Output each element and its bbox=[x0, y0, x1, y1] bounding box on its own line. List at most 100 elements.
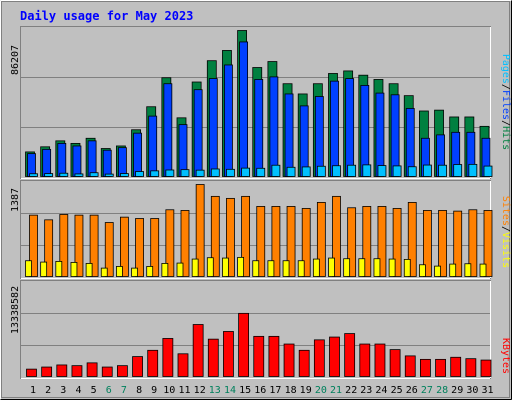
legend-entry: Hits bbox=[500, 126, 511, 150]
bar-sites-day-6 bbox=[104, 222, 114, 277]
x-tick-label-day-26: 26 bbox=[406, 385, 418, 396]
bar-kbytes-day-12 bbox=[192, 324, 204, 377]
legend-bottom: KBytes bbox=[500, 338, 511, 374]
bar-visits-day-22 bbox=[343, 258, 351, 277]
bar-files-day-12 bbox=[193, 89, 203, 177]
bar-sites-day-20 bbox=[316, 202, 326, 277]
bar-kbytes-day-24 bbox=[374, 343, 386, 377]
bar-sites-day-7 bbox=[120, 216, 129, 277]
x-tick-label-day-9: 9 bbox=[151, 385, 157, 396]
max-label-top: 86207 bbox=[10, 45, 21, 75]
bar-sites-day-30 bbox=[468, 209, 478, 277]
bar-pages-day-24 bbox=[377, 165, 387, 177]
bar-sites-day-4 bbox=[74, 214, 84, 277]
bar-sites-day-22 bbox=[347, 207, 357, 277]
x-tick-label-day-7: 7 bbox=[121, 385, 127, 396]
bar-kbytes-day-7 bbox=[117, 365, 128, 377]
bar-pages-day-28 bbox=[438, 164, 447, 177]
legend-entry: Pages bbox=[500, 54, 511, 84]
bar-files-day-16 bbox=[254, 79, 264, 177]
bar-pages-day-14 bbox=[226, 168, 235, 177]
bar-files-day-10 bbox=[163, 83, 173, 177]
x-tick-label-day-14: 14 bbox=[224, 385, 236, 396]
x-tick-label-day-11: 11 bbox=[178, 385, 190, 396]
x-tick-label-day-10: 10 bbox=[163, 385, 175, 396]
x-tick-label-day-18: 18 bbox=[285, 385, 297, 396]
bar-sites-day-27 bbox=[422, 210, 432, 277]
bar-pages-day-22 bbox=[347, 164, 357, 177]
bar-kbytes-day-20 bbox=[313, 339, 325, 377]
bar-sites-day-2 bbox=[44, 219, 54, 277]
bar-pages-day-17 bbox=[271, 164, 281, 177]
legend-middle: Sites/Visits bbox=[500, 196, 511, 268]
bar-kbytes-day-4 bbox=[71, 365, 83, 377]
bar-sites-day-28 bbox=[438, 210, 447, 277]
bar-files-day-2 bbox=[42, 148, 52, 177]
bar-files-day-13 bbox=[208, 78, 218, 177]
bar-pages-day-2 bbox=[44, 173, 54, 177]
x-tick-label-day-19: 19 bbox=[300, 385, 312, 396]
bar-visits-day-25 bbox=[388, 258, 396, 277]
bar-files-day-21 bbox=[330, 80, 339, 177]
bar-kbytes-day-6 bbox=[101, 366, 113, 377]
bar-visits-day-4 bbox=[70, 262, 78, 277]
bar-sites-day-16 bbox=[256, 206, 266, 277]
bar-sites-day-19 bbox=[301, 208, 311, 277]
x-tick-label-day-5: 5 bbox=[91, 385, 97, 396]
bar-visits-day-21 bbox=[328, 257, 335, 277]
x-tick-label-day-15: 15 bbox=[239, 385, 251, 396]
bar-kbytes-day-18 bbox=[283, 343, 295, 377]
bar-visits-day-8 bbox=[131, 267, 138, 277]
bar-files-day-11 bbox=[178, 124, 188, 177]
bar-pages-day-10 bbox=[165, 169, 175, 177]
bar-kbytes-day-19 bbox=[298, 349, 310, 377]
x-axis-labels: 1 2 3 4 5 6 7 8 9 10 11 12 13 14 15 16 17 18 19 20 21 22 23 24 2… bbox=[30, 385, 494, 396]
bar-sites-day-21 bbox=[332, 195, 341, 277]
bar-visits-day-1 bbox=[25, 260, 32, 277]
x-tick-label-day-4: 4 bbox=[75, 385, 81, 396]
max-label-middle: 1387 bbox=[10, 188, 21, 212]
bar-kbytes-day-10 bbox=[162, 338, 174, 377]
bar-files-day-22 bbox=[345, 78, 355, 177]
bar-files-day-26 bbox=[405, 108, 415, 177]
x-tick-label-day-31: 31 bbox=[481, 385, 493, 396]
bar-visits-day-2 bbox=[40, 261, 48, 277]
bar-files-day-15 bbox=[239, 41, 249, 177]
bar-pages-day-4 bbox=[74, 173, 84, 177]
bar-pages-day-16 bbox=[256, 167, 266, 177]
legend-entry: Sites bbox=[500, 196, 511, 226]
bar-visits-day-14 bbox=[222, 257, 229, 277]
bar-kbytes-day-5 bbox=[86, 362, 98, 377]
bar-sites-day-18 bbox=[286, 206, 296, 277]
bar-sites-day-14 bbox=[226, 197, 235, 277]
bar-pages-day-23 bbox=[362, 164, 372, 177]
bar-visits-day-29 bbox=[449, 263, 457, 277]
bar-visits-day-17 bbox=[267, 260, 275, 277]
bar-sites-day-5 bbox=[89, 214, 99, 277]
bar-pages-day-9 bbox=[150, 170, 160, 177]
bar-files-day-25 bbox=[390, 94, 400, 177]
bar-files-day-8 bbox=[133, 132, 142, 177]
bar-pages-day-26 bbox=[407, 166, 417, 177]
bar-sites-day-12 bbox=[195, 184, 205, 277]
bar-visits-day-26 bbox=[403, 258, 411, 277]
bar-files-day-19 bbox=[299, 105, 309, 177]
x-tick-label-day-20: 20 bbox=[315, 385, 327, 396]
bar-pages-day-29 bbox=[453, 164, 463, 177]
bar-pages-day-12 bbox=[195, 169, 205, 177]
x-tick-label-day-12: 12 bbox=[194, 385, 206, 396]
panel-sites-visits: 1387 Sites/Visits bbox=[10, 180, 511, 279]
bar-files-day-5 bbox=[87, 140, 97, 177]
bar-visits-day-13 bbox=[206, 257, 214, 277]
bar-pages-day-7 bbox=[120, 173, 129, 177]
bar-files-day-23 bbox=[360, 85, 370, 177]
x-tick-label-day-30: 30 bbox=[466, 385, 478, 396]
bar-visits-day-3 bbox=[55, 261, 63, 277]
bar-visits-day-20 bbox=[312, 258, 320, 277]
bar-kbytes-day-28 bbox=[435, 358, 446, 377]
x-tick-label-day-29: 29 bbox=[451, 385, 463, 396]
max-label-bottom: 13338582 bbox=[10, 286, 21, 334]
bar-pages-day-3 bbox=[59, 172, 69, 177]
x-tick-label-day-22: 22 bbox=[345, 385, 357, 396]
